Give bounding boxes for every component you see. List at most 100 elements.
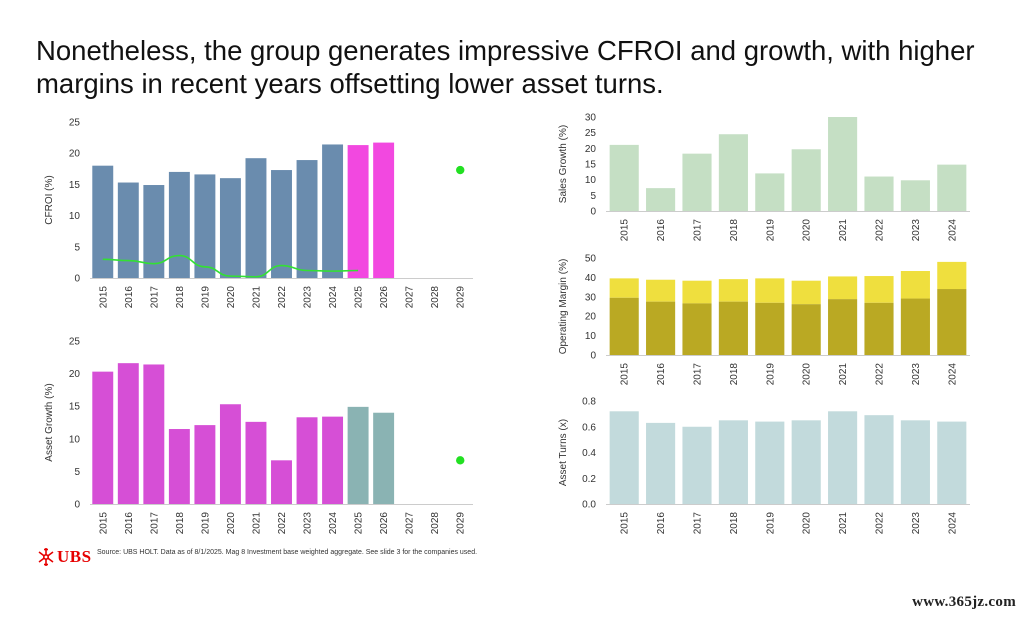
operating_margin-bar-lower — [755, 302, 785, 355]
asset_turns-xtick-label: 2019 — [765, 512, 776, 535]
asset_growth-xtick-label: 2018 — [175, 512, 186, 535]
asset_growth-xtick-label: 2027 — [405, 512, 416, 535]
source-note: Source: UBS HOLT. Data as of 8/1/2025. M… — [97, 549, 478, 556]
operating_margin-bar-upper — [900, 270, 930, 299]
asset_turns-xtick-label: 2017 — [693, 512, 704, 535]
sales_growth-xtick-label: 2018 — [729, 219, 740, 242]
asset_growth-bar — [219, 404, 241, 504]
sales_growth-bar — [864, 176, 894, 211]
sales_growth-bar — [646, 188, 676, 211]
cfroi-line-series — [102, 254, 359, 278]
asset-growth-dot — [456, 456, 465, 465]
asset_turns-ytick-label: 0.0 — [582, 500, 596, 511]
cfroi-xtick-label: 2029 — [456, 286, 467, 309]
operating_margin-bar-upper — [937, 261, 967, 290]
cfroi-xtick-label: 2021 — [251, 286, 262, 309]
cfroi-bar — [117, 182, 139, 278]
asset_growth-ytick-label: 0 — [74, 500, 80, 511]
cfroi-xtick-label: 2020 — [226, 286, 237, 309]
asset_growth-xtick-label: 2029 — [456, 512, 467, 535]
asset_growth-ytick-label: 25 — [69, 337, 81, 348]
cfroi-ytick-label: 20 — [69, 149, 81, 160]
sales_growth-xtick-label: 2015 — [620, 219, 631, 242]
sales_growth-bar — [609, 144, 639, 211]
slide-title: Nonetheless, the group generates impress… — [36, 35, 975, 99]
sales_growth-ytick-label: 0 — [590, 207, 596, 218]
operating_margin-ytick-label: 40 — [585, 273, 597, 284]
cfroi-xtick-label: 2028 — [430, 286, 441, 309]
cfroi-xtick-label: 2015 — [98, 286, 109, 309]
operating_margin-xtick-label: 2015 — [620, 363, 631, 386]
asset_turns-bar — [937, 421, 967, 504]
operating_margin-bar-upper — [718, 279, 748, 302]
asset_growth-xtick-label: 2023 — [303, 512, 314, 535]
asset_growth-ytick-label: 5 — [74, 467, 80, 478]
sales_growth-xtick-label: 2023 — [911, 219, 922, 242]
operating_margin-xtick-label: 2020 — [802, 363, 813, 386]
operating_margin-bar-upper — [791, 280, 821, 305]
sales_growth-xtick-label: 2017 — [693, 219, 704, 242]
cfroi-ytick-label: 5 — [74, 242, 80, 253]
operating_margin-bar-upper — [682, 280, 712, 304]
asset_turns-y-axis-label: Asset Turns (x) — [558, 419, 569, 486]
asset_turns-ytick-label: 0.2 — [582, 474, 596, 485]
cfroi-xtick-label: 2018 — [175, 286, 186, 309]
asset_growth-bar — [245, 421, 267, 504]
sales_growth-xtick-label: 2022 — [875, 219, 886, 242]
cfroi-xtick-label: 2023 — [303, 286, 314, 309]
asset_growth-xtick-label: 2026 — [379, 512, 390, 535]
asset_growth-xtick-label: 2020 — [226, 512, 237, 535]
asset_turns-xtick-label: 2022 — [875, 512, 886, 535]
operating_margin-bar-lower — [828, 299, 858, 355]
cfroi-bar — [92, 165, 114, 278]
cfroi-xtick-label: 2025 — [354, 286, 365, 309]
operating_margin-ytick-label: 0 — [590, 351, 596, 362]
cfroi-ytick-label: 0 — [74, 274, 80, 285]
sales_growth-bar — [900, 180, 930, 211]
asset_turns-xtick-label: 2024 — [947, 512, 958, 535]
cfroi-bar — [296, 160, 318, 278]
asset_growth-bar — [143, 364, 165, 504]
sales_growth-ytick-label: 5 — [590, 191, 596, 202]
asset_turns-xtick-label: 2015 — [620, 512, 631, 535]
asset_growth-xtick-label: 2017 — [149, 512, 160, 535]
sales_growth-ytick-label: 15 — [585, 160, 597, 171]
sales_growth-bar — [828, 117, 858, 211]
asset_growth-bar — [322, 416, 344, 504]
operating_margin-bar-upper — [609, 278, 639, 298]
operating_margin-y-axis-label: Operating Margin (%) — [558, 259, 569, 355]
asset_growth-xtick-label: 2016 — [124, 512, 135, 535]
operating_margin-bar-lower — [682, 303, 712, 355]
sales_growth-bar — [682, 153, 712, 211]
asset_growth-bar — [168, 429, 190, 504]
cfroi-bar — [143, 185, 165, 278]
asset_growth-xtick-label: 2015 — [98, 512, 109, 535]
asset_growth-xtick-label: 2021 — [251, 512, 262, 535]
asset_growth-xtick-label: 2022 — [277, 512, 288, 535]
asset_growth-xtick-label: 2024 — [328, 512, 339, 535]
cfroi-xtick-label: 2022 — [277, 286, 288, 309]
asset_growth-bar — [347, 406, 369, 504]
operating_margin-xtick-label: 2023 — [911, 363, 922, 386]
cfroi-ytick-label: 25 — [69, 118, 81, 129]
cfroi-xtick-label: 2024 — [328, 286, 339, 309]
sales_growth-xtick-label: 2024 — [947, 219, 958, 242]
asset_growth-bar — [117, 363, 139, 504]
sales_growth-ytick-label: 30 — [585, 113, 597, 124]
sales_growth-xtick-label: 2016 — [656, 219, 667, 242]
cfroi-ytick-label: 10 — [69, 211, 81, 222]
cfroi-xtick-label: 2026 — [379, 286, 390, 309]
asset_growth-bar — [194, 425, 216, 504]
asset_turns-ytick-label: 0.6 — [582, 422, 596, 433]
operating_margin-bar-lower — [791, 304, 821, 355]
ubs-logo: UBS — [36, 546, 98, 568]
cfroi-xtick-label: 2016 — [124, 286, 135, 309]
operating_margin-bar-upper — [828, 276, 858, 300]
asset_turns-ytick-label: 0.4 — [582, 448, 596, 459]
operating_margin-xtick-label: 2016 — [656, 363, 667, 386]
operating_margin-bar-lower — [646, 301, 676, 355]
sales_growth-ytick-label: 10 — [585, 175, 597, 186]
asset_turns-xtick-label: 2020 — [802, 512, 813, 535]
cfroi-bar — [322, 144, 344, 278]
